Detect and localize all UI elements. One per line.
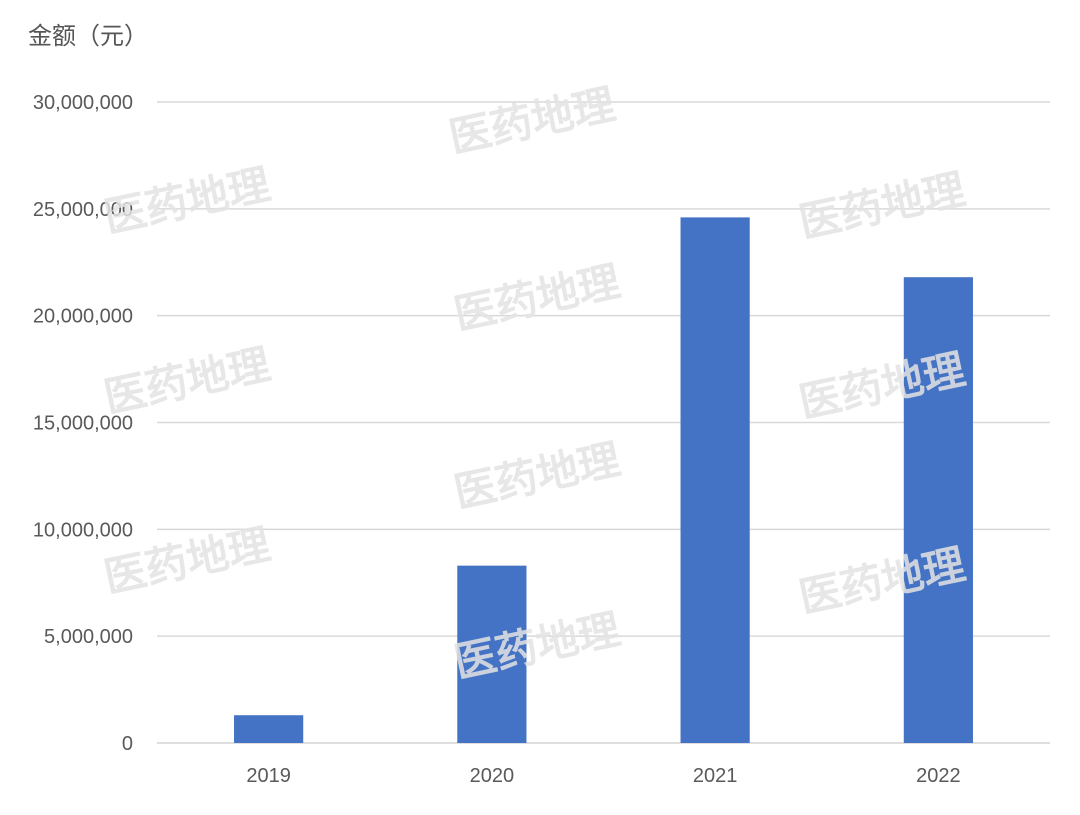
watermark-text: 医药地理 <box>100 160 274 241</box>
y-tick-label: 20,000,000 <box>33 306 133 328</box>
y-tick-label: 30,000,000 <box>33 92 133 114</box>
x-tick-labels: 2019 2020 2021 2022 <box>246 765 960 787</box>
watermark-text: 医药地理 <box>100 340 274 421</box>
bar-2020 <box>457 565 527 743</box>
watermark-text: 医药地理 <box>795 165 969 246</box>
bar-2021 <box>680 217 750 743</box>
grid-lines <box>157 101 1050 744</box>
x-tick-label: 2020 <box>470 765 515 787</box>
x-tick-label: 2021 <box>693 765 738 787</box>
bars <box>234 217 973 743</box>
y-tick-label: 25,000,000 <box>33 199 133 221</box>
bar-2022 <box>903 277 973 743</box>
watermark-text: 医药地理 <box>445 80 619 161</box>
y-tick-label: 15,000,000 <box>33 413 133 435</box>
bar-2019 <box>234 715 304 743</box>
y-tick-labels: 0 5,000,000 10,000,000 15,000,000 20,000,000… <box>33 92 133 755</box>
x-tick-label: 2019 <box>246 765 291 787</box>
y-tick-label: 5,000,000 <box>44 626 133 648</box>
y-axis-title: 金额（元） <box>28 22 148 50</box>
watermark-text: 医药地理 <box>450 435 624 516</box>
watermark-text: 医药地理 <box>450 257 624 338</box>
y-tick-label: 10,000,000 <box>33 519 133 541</box>
y-tick-label: 0 <box>122 733 133 755</box>
x-tick-label: 2022 <box>916 765 961 787</box>
